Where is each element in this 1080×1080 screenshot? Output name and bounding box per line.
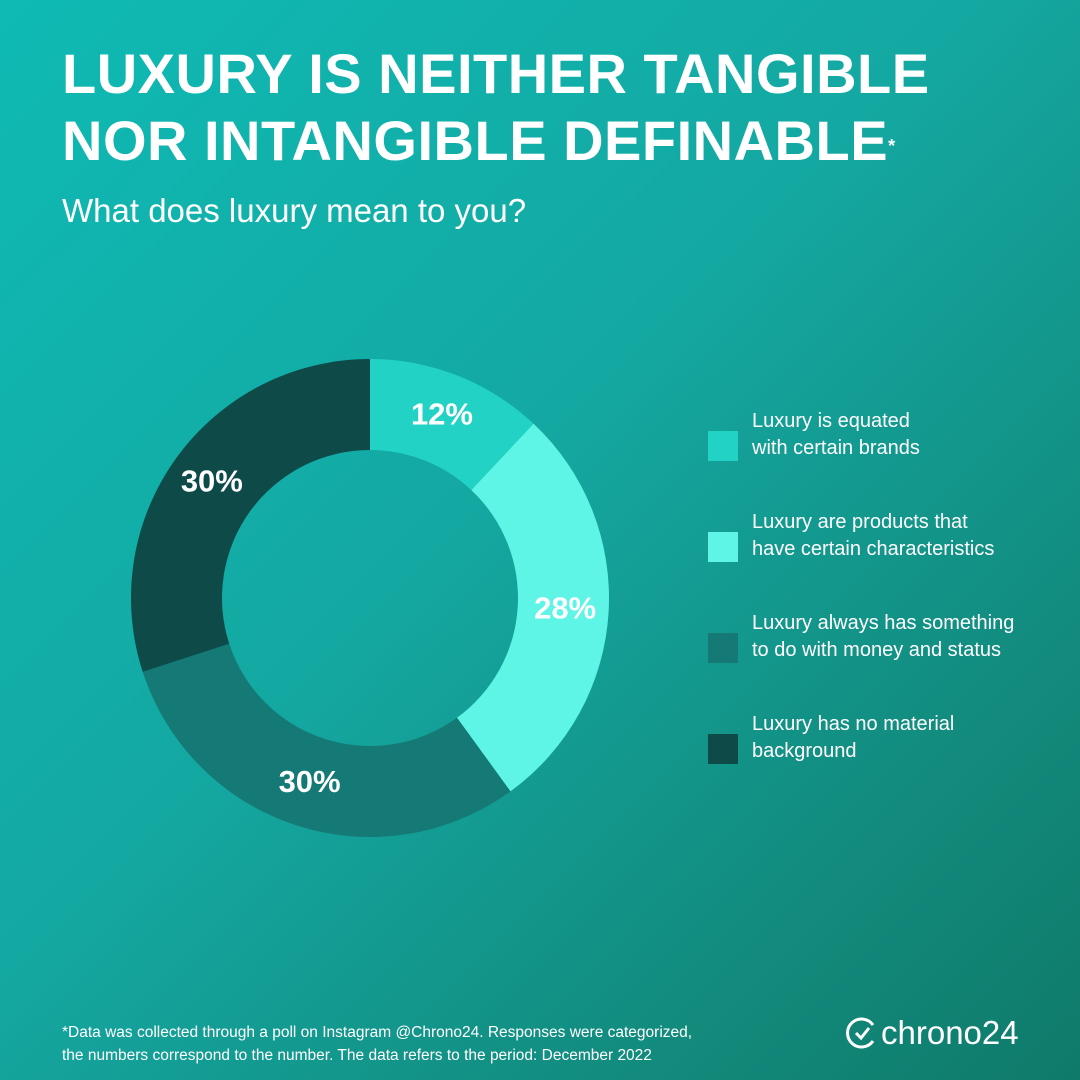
legend-swatch — [708, 531, 738, 562]
donut-segment — [131, 359, 370, 672]
subtitle: What does luxury mean to you? — [62, 192, 527, 229]
legend-item: Luxury is equated with certain brands — [708, 395, 1014, 496]
legend: Luxury is equated with certain brands Lux… — [708, 395, 1014, 799]
title-text: LUXURY IS NEITHER TANGIBLE NOR INTANGIBL… — [62, 42, 930, 172]
logo[interactable]: chrono24 — [845, 1014, 1019, 1052]
value-label: 30% — [181, 463, 243, 498]
legend-label: Luxury are products that have certain ch… — [752, 510, 995, 560]
donut-segment — [142, 643, 511, 837]
donut-segment — [456, 423, 609, 792]
value-label: 30% — [279, 764, 341, 799]
logo-icon — [846, 1017, 875, 1049]
legend-label: Luxury is equated with certain brands — [752, 409, 920, 459]
logo-text: chrono24 — [881, 1014, 1019, 1051]
legend-label: Luxury always has something to do with m… — [752, 611, 1015, 661]
title-mark: * — [888, 136, 896, 156]
legend-swatch — [708, 430, 738, 461]
legend-item: Luxury has no material background — [708, 698, 1014, 799]
legend-item: Luxury always has something to do with m… — [708, 597, 1014, 698]
value-label: 12% — [411, 396, 473, 431]
value-label: 28% — [534, 590, 596, 625]
legend-swatch — [708, 632, 738, 663]
legend-item: Luxury are products that have certain ch… — [708, 496, 1014, 597]
legend-label: Luxury has no material background — [752, 712, 955, 762]
title: LUXURY IS NEITHER TANGIBLE NOR INTANGIBL… — [62, 40, 930, 174]
footnote: *Data was collected through a poll on In… — [62, 1024, 693, 1064]
donut-segment — [370, 359, 534, 491]
legend-swatch — [708, 733, 738, 764]
